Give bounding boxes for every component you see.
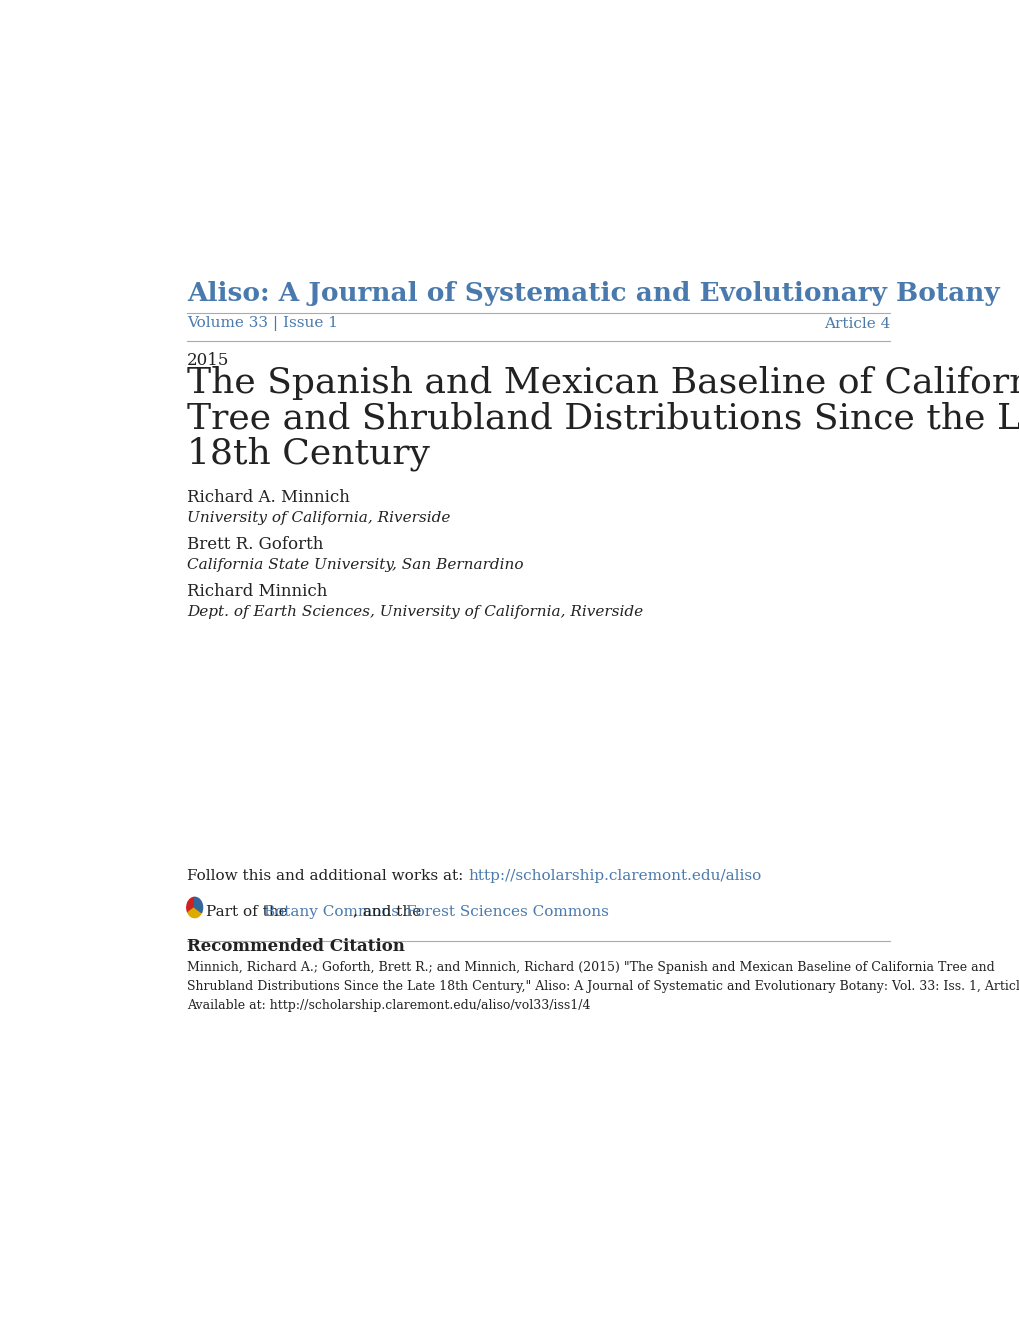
- Text: Volume 33 | Issue 1: Volume 33 | Issue 1: [186, 317, 337, 331]
- Text: Follow this and additional works at:: Follow this and additional works at:: [186, 869, 468, 883]
- Text: Part of the: Part of the: [206, 904, 292, 919]
- Text: The Spanish and Mexican Baseline of California: The Spanish and Mexican Baseline of Cali…: [186, 367, 1019, 400]
- Text: , and the: , and the: [353, 904, 426, 919]
- Text: University of California, Riverside: University of California, Riverside: [186, 511, 449, 525]
- Text: California State University, San Bernardino: California State University, San Bernard…: [186, 558, 523, 572]
- Text: Recommended Citation: Recommended Citation: [186, 939, 405, 956]
- Text: Richard A. Minnich: Richard A. Minnich: [186, 488, 350, 506]
- Wedge shape: [195, 898, 203, 912]
- Text: Tree and Shrubland Distributions Since the Late: Tree and Shrubland Distributions Since t…: [186, 401, 1019, 436]
- Text: 18th Century: 18th Century: [186, 437, 429, 471]
- Text: Richard Minnich: Richard Minnich: [186, 582, 327, 599]
- Text: Brett R. Goforth: Brett R. Goforth: [186, 536, 323, 553]
- Text: Article 4: Article 4: [823, 317, 890, 331]
- Text: Shrubland Distributions Since the Late 18th Century," Aliso: A Journal of System: Shrubland Distributions Since the Late 1…: [186, 979, 1019, 993]
- Text: Dept. of Earth Sciences, University of California, Riverside: Dept. of Earth Sciences, University of C…: [186, 605, 642, 619]
- Wedge shape: [187, 907, 202, 917]
- Text: http://scholarship.claremont.edu/aliso: http://scholarship.claremont.edu/aliso: [468, 869, 761, 883]
- Text: Available at: http://scholarship.claremont.edu/aliso/vol33/iss1/4: Available at: http://scholarship.claremo…: [186, 999, 590, 1012]
- Text: Minnich, Richard A.; Goforth, Brett R.; and Minnich, Richard (2015) "The Spanish: Minnich, Richard A.; Goforth, Brett R.; …: [186, 961, 994, 974]
- Wedge shape: [186, 898, 195, 912]
- Text: 2015: 2015: [186, 352, 229, 368]
- Text: Aliso: A Journal of Systematic and Evolutionary Botany: Aliso: A Journal of Systematic and Evolu…: [186, 281, 999, 306]
- Text: Forest Sciences Commons: Forest Sciences Commons: [406, 904, 608, 919]
- Text: Botany Commons: Botany Commons: [264, 904, 398, 919]
